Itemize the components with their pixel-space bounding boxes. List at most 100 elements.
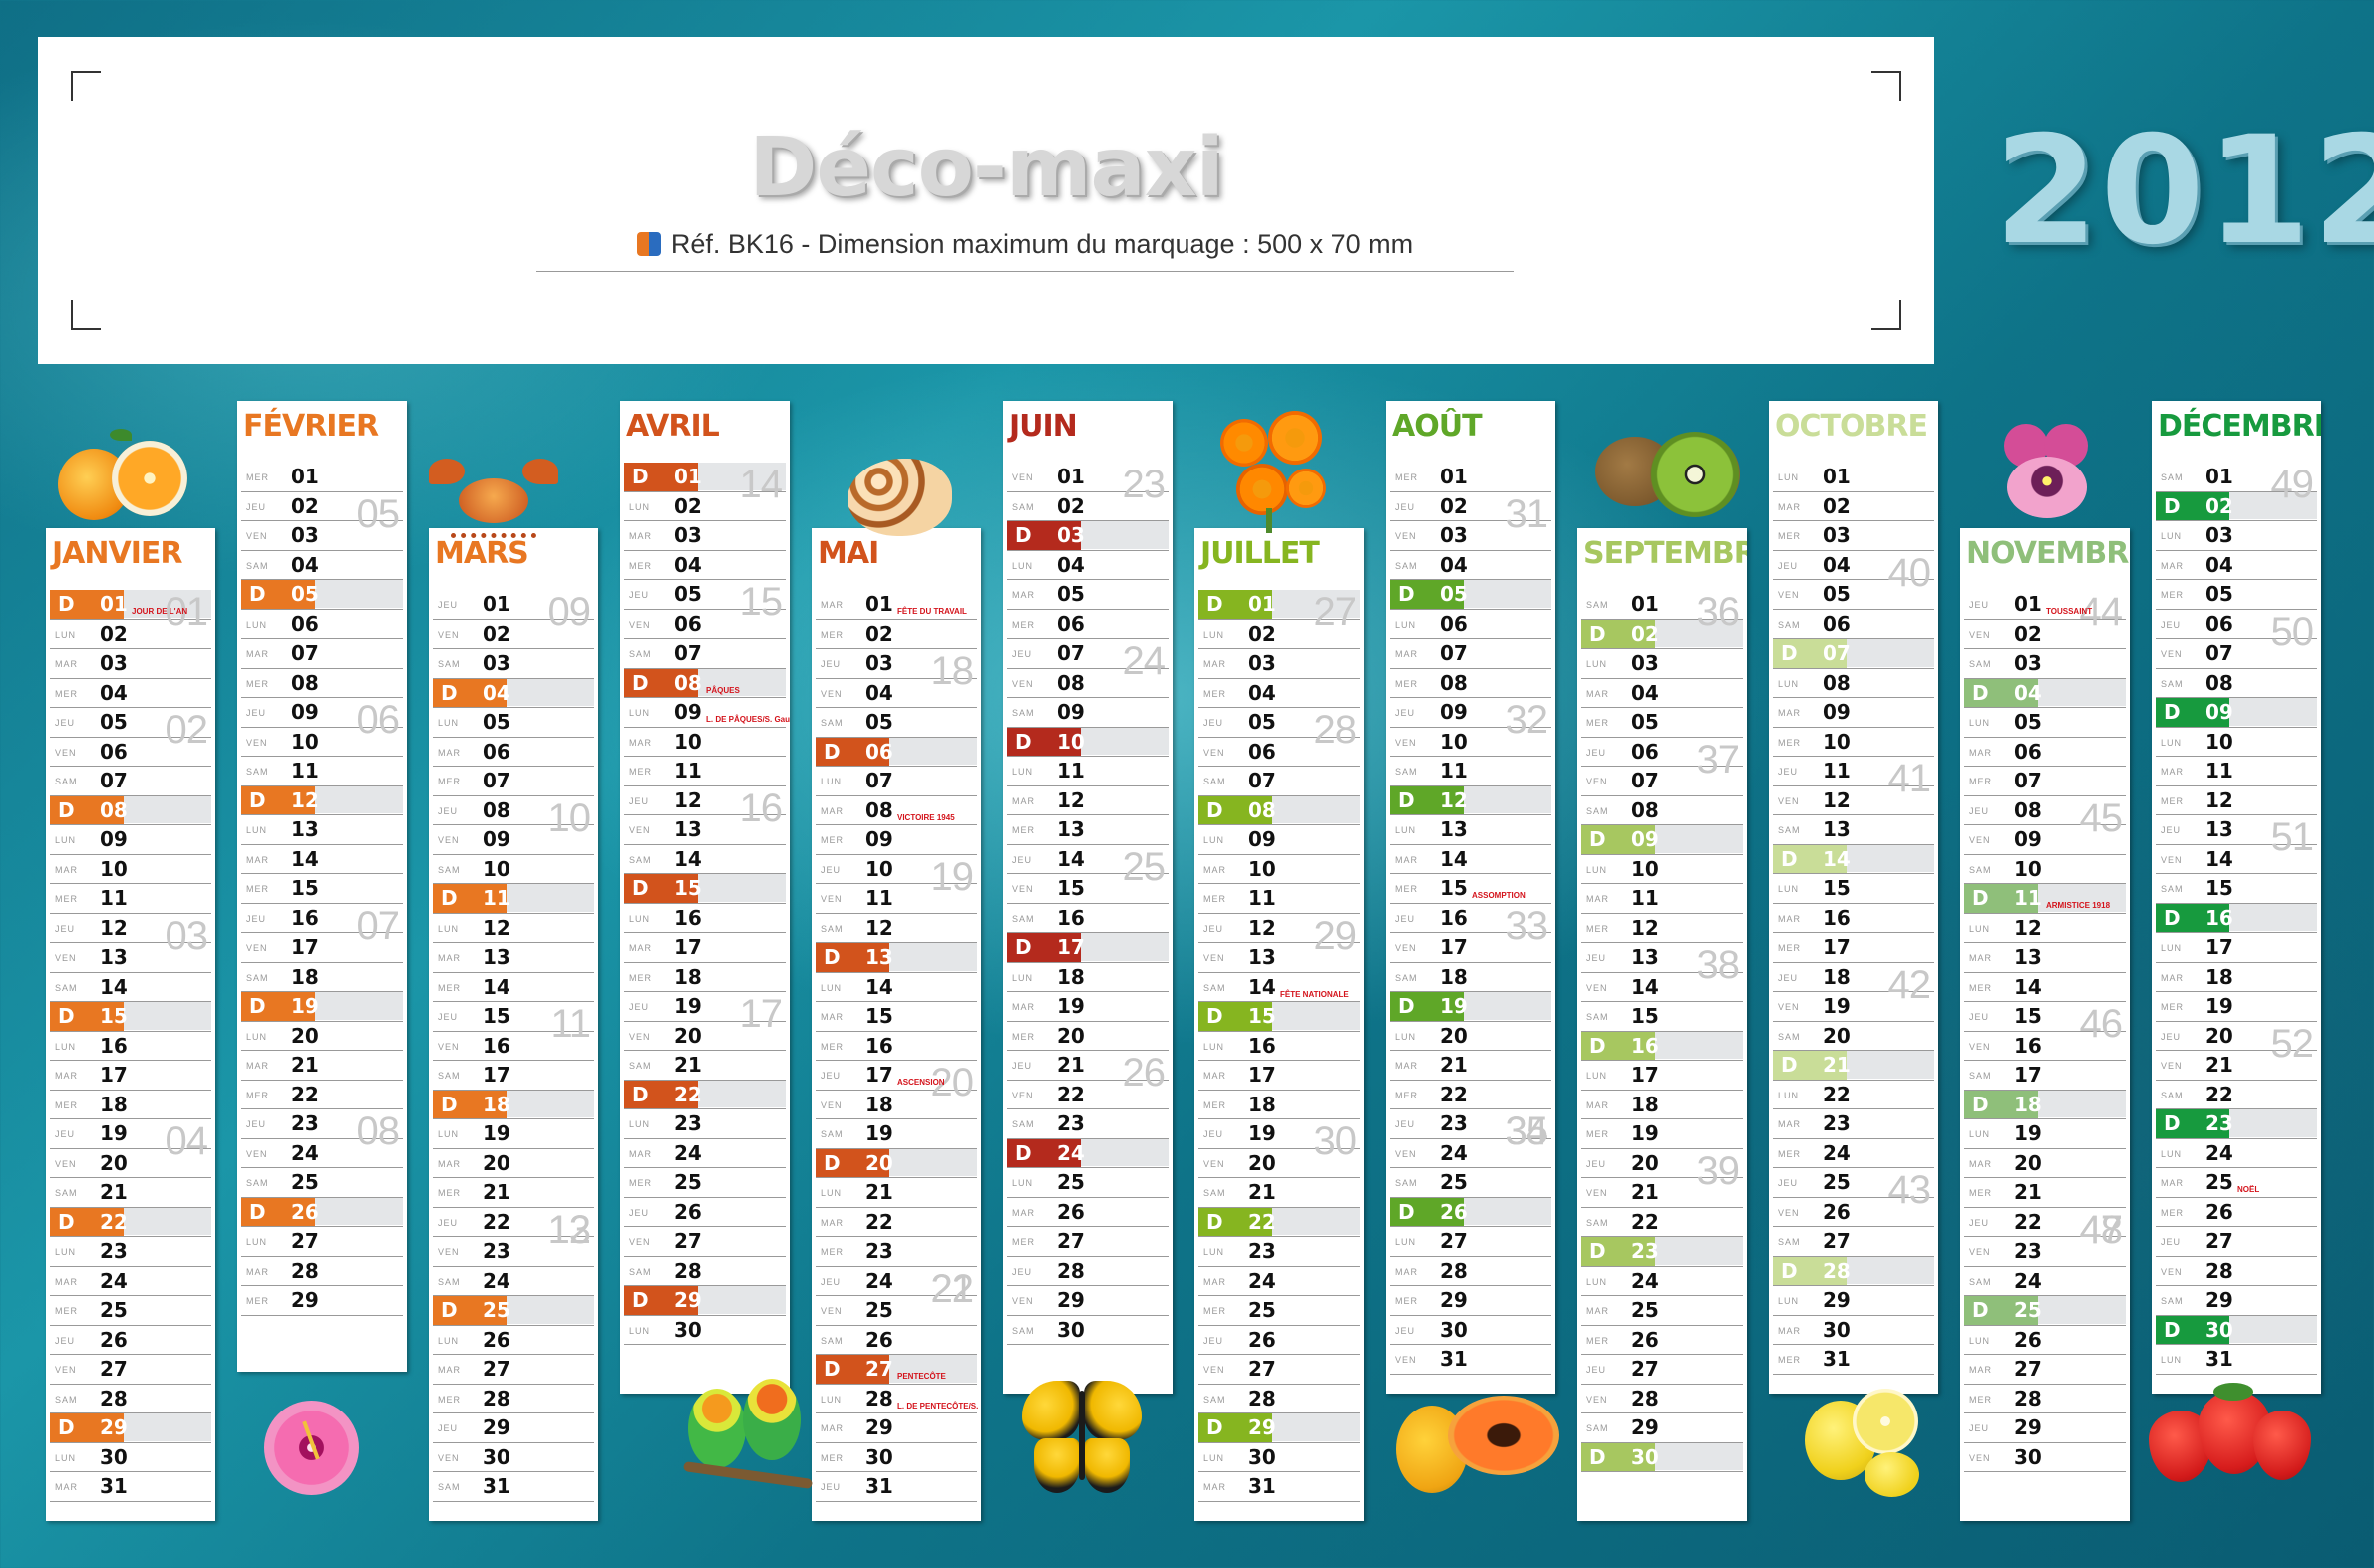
day-number: 14 xyxy=(483,974,510,999)
day-row: MAR 09 xyxy=(1773,698,1934,728)
day-number: 21 xyxy=(1631,1180,1659,1204)
weekday-label: SAM xyxy=(1012,501,1035,512)
day-list: MER01JEU02VEN03SAM04DD05LUN06MAR07MER08J… xyxy=(241,463,403,1316)
day-number: 06 xyxy=(1440,611,1468,636)
week-number: 02 xyxy=(165,708,208,752)
weekday-label: JEU xyxy=(1395,913,1416,924)
weekday-label: MAR xyxy=(821,805,844,816)
day-number: 13 xyxy=(2205,817,2233,841)
day-number: 02 xyxy=(1057,493,1085,518)
weekday-label: SAM xyxy=(629,1266,652,1277)
weekday-label: LUN xyxy=(1969,718,1991,728)
day-list: DD01JOUR DE L'ANLUN02MAR03MER04JEU05VEN0… xyxy=(50,590,211,1502)
sunday-badge: D xyxy=(1581,619,1655,648)
day-row: LUN 24 xyxy=(1581,1267,1743,1296)
weekday-label: SAM xyxy=(1012,708,1035,718)
weekday-label: MAR xyxy=(1969,1365,1992,1375)
day-number: 21 xyxy=(2205,1053,2233,1077)
weekday-label: SAM xyxy=(821,718,844,728)
day-number: 08 xyxy=(1631,797,1659,822)
day-row: SAM 15 xyxy=(2156,874,2317,904)
day-number: 20 xyxy=(1631,1150,1659,1175)
day-row: MER 28 xyxy=(433,1385,594,1413)
weekday-label: MER xyxy=(821,1247,844,1257)
weekday-label: LUN xyxy=(1203,629,1225,640)
weekday-label: MAR xyxy=(821,1217,844,1228)
weekday-label: SAM xyxy=(438,659,461,669)
day-row: DD17 xyxy=(1007,933,1169,963)
weekday-label: SAM xyxy=(629,1061,652,1071)
weekday-label: SAM xyxy=(1395,560,1418,571)
month-name: DÉCEMBRE xyxy=(2158,409,2321,444)
weekday-label: SAM xyxy=(2161,472,2184,482)
day-number: 22 xyxy=(1057,1082,1085,1106)
day-row: LUN 07 xyxy=(816,767,977,796)
weekday-label: SAM xyxy=(1203,982,1226,993)
day-number: 01 xyxy=(291,465,319,488)
day-row: JEU 01 xyxy=(433,590,594,620)
week-number: 49 xyxy=(2270,463,2314,506)
day-number: 21 xyxy=(1823,1053,1851,1077)
day-number: 29 xyxy=(1823,1288,1851,1312)
day-row: VEN 11 xyxy=(816,884,977,914)
day-number: 01 xyxy=(483,592,510,616)
sunday-badge: D xyxy=(1198,795,1272,824)
day-number: 05 xyxy=(291,582,319,606)
sunday-badge: D xyxy=(2156,491,2229,520)
weekday-label: JEU xyxy=(821,1071,842,1081)
day-row: MER 14 xyxy=(433,973,594,1002)
week-number: 36 xyxy=(1696,590,1740,634)
weekday-label: VEN xyxy=(1203,1365,1225,1375)
day-number: 12 xyxy=(483,915,510,940)
day-number: 20 xyxy=(1440,1023,1468,1048)
day-number: 08 xyxy=(865,797,893,822)
day-row: SAM 21 xyxy=(1198,1178,1360,1208)
weekday-label: MER xyxy=(246,1090,269,1100)
day-number: 09 xyxy=(1823,700,1851,724)
day-number: 31 xyxy=(865,1474,893,1498)
weekday-label: LUN xyxy=(821,982,843,993)
day-number: 15 xyxy=(1057,876,1085,900)
day-number: 12 xyxy=(2014,915,2042,940)
day-number: 21 xyxy=(483,1180,510,1204)
day-row: SAM 24 xyxy=(433,1267,594,1296)
day-number: 01 xyxy=(674,465,702,488)
weekday-label: JEU xyxy=(2161,825,2182,835)
day-number: 11 xyxy=(865,886,893,910)
day-number: 03 xyxy=(1631,651,1659,675)
day-row: DD01 xyxy=(624,463,786,492)
weekday-label: LUN xyxy=(1395,825,1417,835)
day-row: MER 08 xyxy=(241,669,403,698)
weekday-label: MER xyxy=(1778,737,1801,748)
day-row: SAM 11 xyxy=(241,757,403,786)
day-row: LUN 03 xyxy=(1581,649,1743,679)
day-number: 03 xyxy=(100,651,128,675)
day-row: DD30 xyxy=(2156,1315,2317,1345)
day-number: 13 xyxy=(1248,945,1276,969)
day-row: SAM 02 xyxy=(1007,492,1169,521)
day-number: 10 xyxy=(1440,729,1468,754)
weekday-label: MAR xyxy=(629,943,652,953)
day-list: JEU01TOUSSAINTVEN02SAM03DD04LUN05MAR06ME… xyxy=(1964,590,2126,1472)
weekday-label: SAM xyxy=(2161,1296,2184,1306)
weekday-label: LUN xyxy=(629,501,651,512)
weekday-label: MER xyxy=(821,835,844,845)
day-row: SAM 28 xyxy=(624,1257,786,1286)
week-number: 35 xyxy=(1505,1109,1548,1153)
weekday-label: VEN xyxy=(1012,1296,1034,1306)
week-number: 03 xyxy=(165,913,208,958)
day-row: DD02 xyxy=(2156,491,2317,521)
month-mai: MAI MAR 01 FÊTE DU TRAVAIL MER 02 JEU 03 VEN 04 SA… xyxy=(812,528,981,1521)
day-row: DD12 xyxy=(241,785,403,815)
sunday-badge: D xyxy=(1390,992,1464,1021)
day-number: 15 xyxy=(1823,876,1851,900)
day-row: MAR 28 xyxy=(1390,1257,1551,1286)
day-row: SAM 14 FÊTE NATIONALE xyxy=(1198,973,1360,1002)
day-row: JEU 04 xyxy=(1773,551,1934,580)
day-number: 03 xyxy=(1057,523,1085,547)
day-number: 19 xyxy=(1057,994,1085,1018)
week-number: 51 xyxy=(2270,815,2314,859)
weekday-label: SAM xyxy=(1012,1119,1035,1129)
day-number: 30 xyxy=(674,1317,702,1342)
day-row: VEN 09 xyxy=(433,825,594,855)
